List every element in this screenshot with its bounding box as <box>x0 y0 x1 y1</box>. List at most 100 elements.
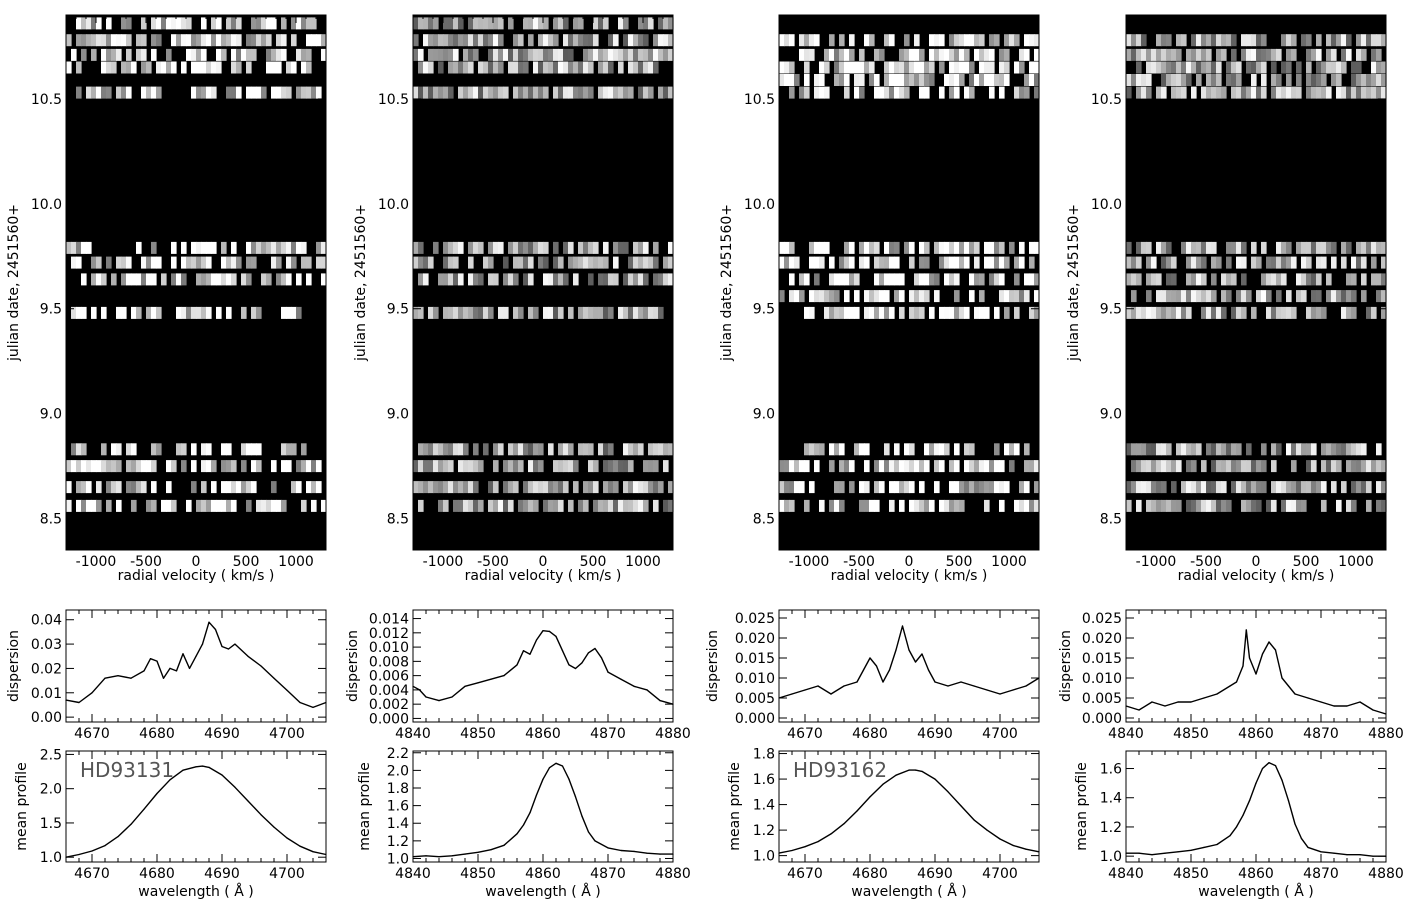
heatmap-cell <box>1161 481 1167 494</box>
heatmap-cell <box>1286 499 1292 512</box>
heatmap-cell <box>1236 443 1242 456</box>
heatmap-cell <box>1351 290 1357 303</box>
heatmap-cell <box>241 306 247 319</box>
heatmap-cell <box>206 499 212 512</box>
heatmap-cell <box>859 86 865 99</box>
heatmap-cell <box>889 61 895 74</box>
heatmap-cell <box>1331 443 1337 456</box>
dispersion-point <box>425 696 427 698</box>
heatmap-ytick-label: 9.5 <box>753 302 775 318</box>
heatmap-cell <box>1014 61 1020 74</box>
profile-point <box>1274 765 1277 767</box>
heatmap-cell <box>1141 443 1147 456</box>
heatmap-cell <box>1341 306 1347 319</box>
heatmap-cell <box>904 74 910 86</box>
heatmap-cell <box>1196 481 1202 494</box>
heatmap-cell <box>623 241 629 254</box>
heatmap-cell <box>949 273 955 286</box>
heatmap-cell <box>1341 290 1347 303</box>
dispersion-xtick-label: 4850 <box>460 726 496 742</box>
dispersion-point <box>208 621 210 623</box>
heatmap-cell <box>1181 443 1187 456</box>
heatmap-cell <box>266 499 272 512</box>
profile-point <box>999 838 1001 840</box>
heatmap-cell <box>301 241 307 254</box>
heatmap-cell <box>81 443 87 456</box>
heatmap-cell <box>106 61 112 74</box>
dispersion-point <box>1138 709 1140 711</box>
heatmap-cell <box>196 34 202 47</box>
heatmap-cell <box>126 256 132 269</box>
heatmap-cell <box>789 460 795 473</box>
heatmap-cell <box>76 481 82 494</box>
dispersion-point <box>555 635 557 638</box>
heatmap-cell <box>106 481 112 494</box>
heatmap-cell <box>126 443 132 456</box>
heatmap-cell <box>1371 306 1377 319</box>
heatmap-cell <box>648 86 654 99</box>
profile-xtick-label: 4690 <box>917 866 953 882</box>
heatmap-cell <box>643 34 649 47</box>
heatmap-cell <box>929 273 935 286</box>
heatmap-cell <box>1196 290 1202 303</box>
heatmap-cell <box>1271 86 1277 99</box>
heatmap-cell <box>1306 61 1312 74</box>
heatmap-cell <box>1201 460 1207 473</box>
dispersion-series-line <box>778 625 1040 699</box>
heatmap-cell <box>914 290 920 303</box>
heatmap-cell <box>86 499 92 512</box>
heatmap-cell <box>1341 241 1347 254</box>
heatmap-cell <box>648 17 654 30</box>
heatmap-cell <box>1291 443 1297 456</box>
heatmap-cell <box>1271 443 1277 456</box>
heatmap-cell <box>488 86 494 99</box>
heatmap-cell <box>101 443 107 456</box>
dispersion-point <box>1235 681 1238 683</box>
heatmap-cell <box>1286 241 1292 254</box>
heatmap-cell <box>1201 290 1207 303</box>
dispersion-point <box>620 678 622 680</box>
heatmap-cell <box>553 61 559 74</box>
heatmap-cell <box>663 17 669 30</box>
heatmap-cell <box>81 499 87 512</box>
heatmap-cell <box>498 34 504 47</box>
heatmap-cell <box>1331 290 1337 303</box>
heatmap-cell <box>1321 460 1327 473</box>
heatmap-cell <box>1281 256 1287 269</box>
heatmap-cell <box>994 460 1000 473</box>
heatmap-cell <box>538 86 544 99</box>
heatmap-cell <box>934 34 940 47</box>
heatmap-cell <box>1241 306 1247 319</box>
heatmap-cell <box>241 481 247 494</box>
dispersion-point <box>1333 705 1335 707</box>
heatmap-cell <box>658 443 664 456</box>
profile-point <box>1359 854 1361 856</box>
heatmap-cell <box>643 86 649 99</box>
heatmap-cell <box>799 481 805 494</box>
heatmap-cell <box>969 61 975 74</box>
heatmap-cell <box>1306 443 1312 456</box>
dispersion-ytick-label: 0.015 <box>1082 651 1122 667</box>
heatmap-cell <box>493 17 499 30</box>
profile-xtick-label: 4680 <box>139 866 175 882</box>
heatmap-cell <box>919 499 925 512</box>
heatmap-cell <box>879 290 885 303</box>
heatmap-cell <box>1024 290 1030 303</box>
heatmap-cell <box>603 499 609 512</box>
heatmap-cell <box>959 48 965 61</box>
heatmap-cell <box>306 273 312 286</box>
heatmap-cell <box>101 34 107 47</box>
profile-point <box>587 831 590 833</box>
heatmap-cell <box>136 481 142 494</box>
heatmap-cell <box>979 273 985 286</box>
heatmap-cell <box>1316 306 1322 319</box>
heatmap-cell <box>1311 290 1317 303</box>
heatmap-cell <box>146 499 152 512</box>
heatmap-cell <box>191 443 197 456</box>
heatmap-cell <box>493 241 499 254</box>
heatmap-cell <box>256 17 262 30</box>
heatmap-cell <box>423 86 429 99</box>
heatmap-cell <box>623 443 629 456</box>
heatmap-cell <box>226 17 232 30</box>
heatmap-cell <box>1136 86 1142 99</box>
